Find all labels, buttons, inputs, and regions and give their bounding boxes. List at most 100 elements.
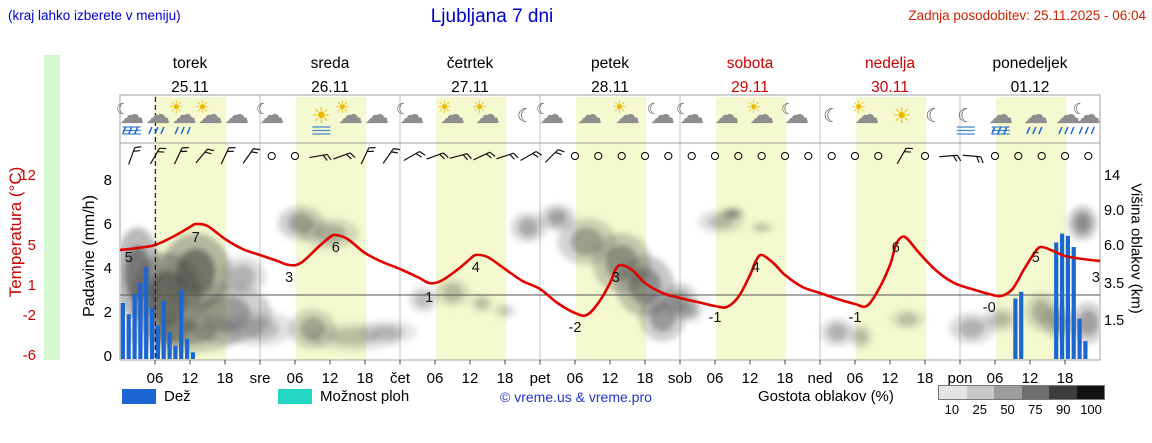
svg-text:-0: -0 bbox=[983, 300, 996, 316]
weather-icon: ☾☁ bbox=[396, 100, 424, 129]
svg-text:☁: ☁ bbox=[650, 100, 675, 129]
wind-barb-icon bbox=[173, 147, 189, 165]
weather-icon: ☁ bbox=[145, 100, 170, 135]
wind-barb-icon bbox=[403, 150, 426, 162]
svg-text:-2: -2 bbox=[23, 307, 36, 324]
svg-text:18: 18 bbox=[917, 370, 934, 387]
calm-wind-icon bbox=[290, 151, 300, 161]
svg-text:☾: ☾ bbox=[256, 100, 269, 118]
page-title: Ljubljana 7 dni bbox=[430, 6, 554, 27]
density-tick: 100 bbox=[1080, 402, 1102, 417]
day-name: sreda bbox=[310, 55, 350, 72]
svg-text:☁: ☁ bbox=[119, 100, 144, 129]
calm-wind-icon bbox=[594, 151, 603, 161]
svg-text:4: 4 bbox=[472, 260, 480, 276]
weather-icon: ☀☁ bbox=[437, 98, 465, 129]
svg-text:☁: ☁ bbox=[749, 100, 774, 129]
svg-text:☀: ☀ bbox=[335, 98, 350, 118]
calm-wind-icon bbox=[1014, 151, 1023, 161]
svg-text:☀: ☀ bbox=[746, 98, 761, 118]
day-name: petek bbox=[591, 55, 629, 72]
svg-text:☀: ☀ bbox=[311, 104, 331, 129]
calm-wind-icon bbox=[804, 151, 813, 161]
daylight-band bbox=[436, 97, 507, 360]
svg-text:6: 6 bbox=[104, 216, 112, 233]
weather-icon: ☾ bbox=[925, 105, 942, 127]
svg-text:5: 5 bbox=[125, 250, 133, 266]
weather-icon: ☀☁ bbox=[169, 98, 197, 135]
svg-text:06: 06 bbox=[427, 370, 444, 387]
svg-text:☀: ☀ bbox=[437, 98, 452, 118]
density-tick: 90 bbox=[1055, 402, 1071, 417]
wind-barbs-row bbox=[128, 146, 1093, 165]
svg-text:☁: ☁ bbox=[577, 100, 602, 129]
svg-text:☾: ☾ bbox=[1073, 100, 1086, 118]
svg-text:ned: ned bbox=[807, 370, 832, 387]
svg-text:sre: sre bbox=[250, 370, 271, 387]
day-date: 30.11 bbox=[871, 79, 909, 96]
wind-barb-icon bbox=[309, 153, 332, 161]
svg-text:12: 12 bbox=[1022, 370, 1039, 387]
svg-text:☁: ☁ bbox=[1055, 100, 1080, 129]
day-date: 28.11 bbox=[591, 79, 629, 96]
svg-text:9.0: 9.0 bbox=[1104, 203, 1124, 219]
svg-text:☁: ☁ bbox=[259, 100, 284, 129]
wind-barb-icon bbox=[449, 153, 472, 161]
svg-text:čet: čet bbox=[390, 370, 411, 387]
svg-text:06: 06 bbox=[987, 370, 1004, 387]
wind-barb-icon bbox=[962, 154, 984, 164]
day-header-nedelja: nedelja 30.11 bbox=[820, 52, 960, 100]
wind-barb-icon bbox=[473, 151, 496, 161]
weather-icon: ☀☁ bbox=[851, 98, 879, 129]
density-tick: 75 bbox=[1028, 402, 1043, 417]
svg-text:-6: -6 bbox=[23, 347, 36, 364]
svg-text:pet: pet bbox=[530, 370, 552, 387]
svg-text:18: 18 bbox=[497, 370, 514, 387]
day-header-petek: petek 28.11 bbox=[540, 52, 680, 100]
precipitation-bars bbox=[120, 233, 1088, 359]
svg-text:4: 4 bbox=[104, 260, 112, 277]
svg-text:18: 18 bbox=[1057, 370, 1074, 387]
weather-icon: ☾ bbox=[956, 105, 975, 135]
weather-icon: ☁ bbox=[1023, 100, 1048, 135]
svg-text:5: 5 bbox=[28, 237, 36, 254]
day-date: 27.11 bbox=[451, 79, 489, 96]
density-tick: 50 bbox=[1000, 402, 1015, 417]
svg-text:12: 12 bbox=[322, 370, 339, 387]
svg-text:12: 12 bbox=[742, 370, 759, 387]
cloud-density-scale-ticks: 10 25 50 75 90 100 bbox=[938, 402, 1105, 417]
svg-text:14: 14 bbox=[1104, 168, 1120, 184]
location-note: (kraj lahko izberete v meniju) bbox=[8, 8, 181, 23]
svg-text:0: 0 bbox=[104, 348, 112, 365]
weather-icon: ☾☁ bbox=[1073, 100, 1101, 135]
wind-barb-icon bbox=[149, 147, 167, 165]
rain-legend-label: Dež bbox=[164, 388, 191, 405]
svg-text:☾: ☾ bbox=[957, 105, 974, 127]
wind-barb-icon bbox=[195, 148, 215, 164]
cloud-density-scale bbox=[938, 385, 1105, 400]
wind-barb-icon bbox=[128, 146, 142, 165]
weather-icon: ☁ bbox=[224, 100, 249, 129]
svg-text:12: 12 bbox=[182, 370, 199, 387]
day-date: 01.12 bbox=[1010, 79, 1050, 96]
svg-text:5: 5 bbox=[1032, 250, 1040, 266]
showers-legend-label: Možnost ploh bbox=[320, 388, 410, 405]
weather-icon: ☾☁ bbox=[116, 100, 144, 135]
temperature-curve bbox=[119, 222, 1101, 317]
svg-text:☀: ☀ bbox=[472, 98, 487, 118]
svg-text:☁: ☁ bbox=[988, 100, 1013, 129]
svg-text:2: 2 bbox=[104, 304, 112, 321]
credit-link[interactable]: © vreme.us & vreme.pro bbox=[500, 389, 652, 405]
svg-text:☁: ☁ bbox=[1076, 100, 1101, 129]
weather-icon: ☾☁ bbox=[676, 100, 704, 129]
svg-text:1: 1 bbox=[425, 290, 433, 306]
svg-text:☁: ☁ bbox=[679, 100, 704, 129]
svg-text:18: 18 bbox=[777, 370, 794, 387]
day-date: 29.11 bbox=[731, 79, 769, 96]
day-header-torek: torek 25.11 bbox=[120, 52, 260, 100]
left-accent-strip bbox=[44, 55, 60, 360]
svg-text:-1: -1 bbox=[709, 310, 722, 326]
day-header-sobota: sobota 29.11 bbox=[680, 52, 820, 100]
calm-wind-icon bbox=[617, 151, 626, 161]
wind-barb-icon bbox=[896, 147, 913, 165]
